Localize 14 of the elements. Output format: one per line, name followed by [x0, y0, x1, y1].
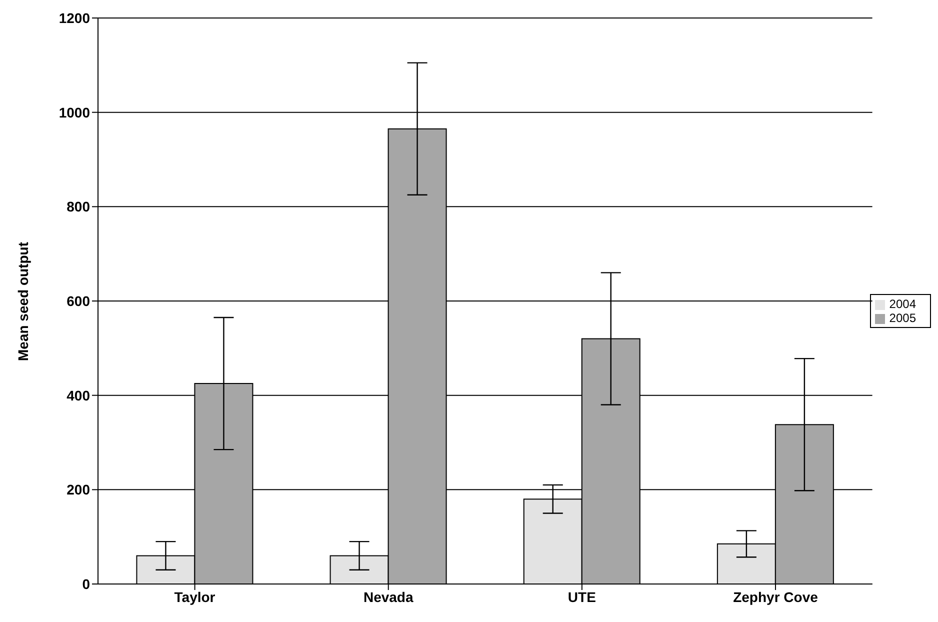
- x-tick-label: Taylor: [174, 588, 216, 605]
- x-tick-label: UTE: [568, 588, 596, 605]
- y-tick-label: 600: [66, 292, 90, 309]
- x-tick-label: Nevada: [363, 588, 414, 605]
- y-tick-label: 400: [66, 387, 90, 404]
- y-tick-label: 800: [66, 198, 90, 215]
- x-tick-label: Zephyr Cove: [733, 588, 818, 605]
- y-tick-label: 1200: [58, 10, 90, 26]
- legend-label: 2004: [889, 297, 916, 311]
- y-tick-label: 200: [66, 482, 90, 498]
- legend-label: 2005: [889, 311, 916, 325]
- y-tick-label: 0: [82, 576, 90, 592]
- y-tick-label: 1000: [58, 104, 90, 120]
- y-axis-title: Mean seed output: [14, 242, 31, 361]
